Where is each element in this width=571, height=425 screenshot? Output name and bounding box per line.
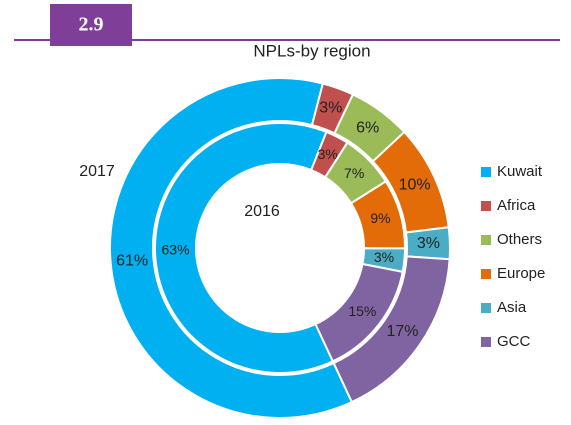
donut-slice bbox=[154, 122, 335, 374]
data-label: 3% bbox=[318, 146, 338, 162]
data-label: 6% bbox=[356, 119, 379, 136]
data-label: 17% bbox=[387, 323, 419, 340]
chart-title: NPLs-by region bbox=[253, 41, 370, 60]
data-label: 61% bbox=[116, 253, 148, 270]
inner-ring-label: 2016 bbox=[244, 203, 280, 220]
legend-swatch bbox=[481, 337, 491, 347]
legend-swatch bbox=[481, 269, 491, 279]
donut-slice bbox=[314, 262, 404, 363]
legend-label: Others bbox=[497, 231, 542, 248]
data-label: 3% bbox=[417, 235, 440, 252]
badge: 2.9 bbox=[79, 14, 104, 36]
legend-label: Asia bbox=[497, 299, 527, 316]
legend-label: Kuwait bbox=[497, 163, 543, 180]
legend-swatch bbox=[481, 201, 491, 211]
legend-label: GCC bbox=[497, 333, 531, 350]
badge-box bbox=[50, 4, 132, 46]
data-label: 63% bbox=[162, 242, 190, 258]
legend-swatch bbox=[481, 235, 491, 245]
data-label: 15% bbox=[348, 303, 376, 319]
legend-label: Africa bbox=[497, 197, 536, 214]
data-label: 10% bbox=[399, 176, 431, 193]
data-label: 3% bbox=[319, 100, 342, 117]
legend-swatch bbox=[481, 167, 491, 177]
data-label: 9% bbox=[370, 210, 390, 226]
outer-ring-label: 2017 bbox=[79, 163, 115, 180]
legend-swatch bbox=[481, 303, 491, 313]
data-label: 3% bbox=[374, 249, 394, 265]
donut-slice bbox=[109, 77, 354, 419]
donut-slice bbox=[332, 255, 451, 404]
data-label: 7% bbox=[344, 165, 364, 181]
legend-label: Europe bbox=[497, 265, 545, 282]
